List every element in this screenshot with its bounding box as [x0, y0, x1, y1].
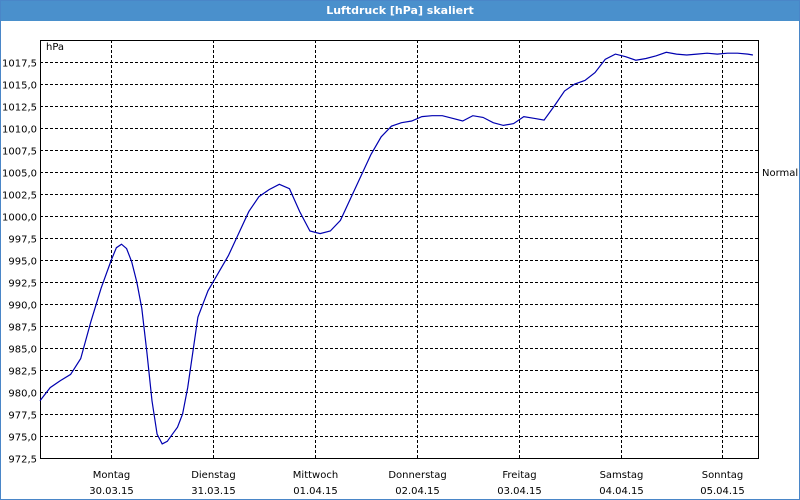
window-title: Luftdruck [hPa] skaliert — [1, 1, 799, 21]
x-tick-date-label: 31.03.15 — [191, 486, 236, 497]
x-tick-day-label: Montag — [93, 470, 130, 481]
y-tick-label: 982,5 — [8, 367, 37, 378]
y-tick-label: 1015,0 — [2, 81, 37, 92]
x-tick-date-label: 03.04.15 — [497, 486, 542, 497]
y-tick-label: 1017,5 — [2, 59, 37, 70]
x-tick-day-label: Dienstag — [191, 470, 236, 481]
y-tick-label: 1002,5 — [2, 191, 37, 202]
y-tick-label: 972,5 — [8, 455, 37, 466]
y-tick-label: 997,5 — [8, 235, 37, 246]
x-tick-date-label: 02.04.15 — [395, 486, 440, 497]
x-tick-day-label: Samstag — [600, 470, 644, 481]
y-tick-label: 992,5 — [8, 279, 37, 290]
y-tick-label: 990,0 — [8, 301, 37, 312]
y-axis-label: hPa — [46, 42, 64, 53]
y-tick-label: 985,0 — [8, 345, 37, 356]
y-tick-label: 995,0 — [8, 257, 37, 268]
plot-frame — [40, 40, 759, 459]
pressure-series-line — [39, 51, 754, 445]
x-tick-labels: Montag 30.03.15 Dienstag 31.03.15 Mittwoch 01… — [89, 470, 745, 497]
y-tick-label: 987,5 — [8, 323, 37, 334]
x-tick-date-label: 04.04.15 — [599, 486, 644, 497]
x-tick-date-label: 05.04.15 — [700, 486, 745, 497]
y-tick-label: 1012,5 — [2, 103, 37, 114]
y-tick-label: 977,5 — [8, 411, 37, 422]
y-tick-label: 980,0 — [8, 389, 37, 400]
y-tick-label: 975,0 — [8, 433, 37, 444]
y-tick-label: 1007,5 — [2, 147, 37, 158]
x-tick-day-label: Donnerstag — [388, 470, 446, 481]
x-tick-date-label: 30.03.15 — [89, 486, 134, 497]
grid-lines — [40, 40, 758, 459]
y-tick-label: 1000,0 — [2, 213, 37, 224]
y-tick-labels: 972,5 975,0 977,5 980,0 982,5 985,0 987,5 990,0… — [2, 59, 37, 466]
x-tick-day-label: Mittwoch — [293, 470, 338, 481]
y-tick-label: 1005,0 — [2, 169, 37, 180]
reference-label-normal: Normal — [762, 168, 798, 179]
y-tick-label: 1010,0 — [2, 125, 37, 136]
x-tick-day-label: Freitag — [502, 470, 536, 481]
x-tick-day-label: Sonntag — [702, 470, 744, 481]
x-tick-date-label: 01.04.15 — [293, 486, 338, 497]
